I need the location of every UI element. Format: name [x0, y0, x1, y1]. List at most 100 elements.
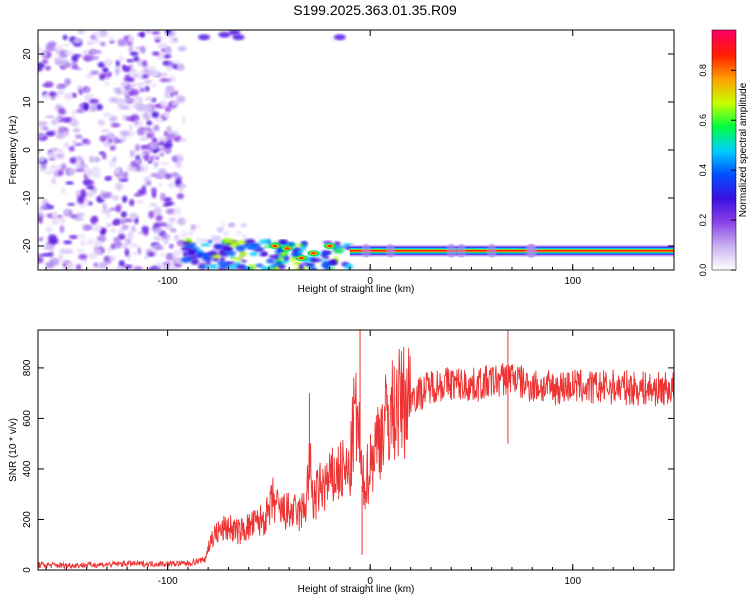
- edge-blob: [198, 34, 211, 41]
- noise-blob: [59, 225, 65, 234]
- snr-axes: -100 0 100 0 200 400 600 800: [22, 330, 675, 587]
- noise-blob: [123, 67, 131, 73]
- colorbar: 0.0 0.2 0.4 0.6 0.8 Normalized spectral ampl…: [698, 29, 749, 277]
- onset-blob: [333, 241, 341, 246]
- colorbar-segment: [712, 254, 736, 257]
- colorbar-segment: [712, 82, 736, 85]
- noise-blob: [109, 227, 117, 233]
- colorbar-segment: [712, 214, 736, 217]
- onset-blob: [190, 258, 199, 265]
- noise-blob: [40, 205, 50, 210]
- noise-blob: [150, 156, 155, 161]
- noise-blob: [175, 160, 182, 169]
- noise-blob: [154, 245, 164, 251]
- noise-blob: [166, 253, 173, 257]
- noise-blob: [115, 182, 123, 191]
- noise-blob: [151, 83, 157, 88]
- colorbar-segment: [712, 156, 736, 159]
- noise-blob: [57, 44, 63, 51]
- noise-blob: [99, 41, 106, 47]
- noise-blob: [63, 240, 73, 245]
- colorbar-segment: [712, 112, 736, 115]
- snr-point: [126, 563, 128, 565]
- noise-blob: [129, 212, 138, 221]
- noise-blob: [78, 89, 84, 96]
- colorbar-segment: [712, 30, 736, 33]
- noise-blob: [114, 167, 122, 175]
- noise-blob: [151, 111, 160, 119]
- noise-blob: [134, 158, 143, 165]
- noise-blob: [159, 78, 169, 83]
- band-bulge: [527, 243, 538, 258]
- spectrogram-y-tick-label: 0: [22, 147, 33, 153]
- noise-blob: [40, 167, 46, 172]
- snr-point: [268, 513, 270, 516]
- noise-blob: [51, 210, 59, 219]
- noise-blob: [83, 54, 93, 62]
- onset-blob: [201, 255, 212, 261]
- noise-blob: [42, 252, 53, 257]
- noise-blob: [153, 161, 159, 168]
- noise-blob: [91, 166, 101, 174]
- noise-blob: [88, 253, 98, 260]
- edge-blob: [232, 34, 245, 41]
- colorbar-segment: [712, 200, 736, 203]
- noise-blob: [176, 193, 185, 200]
- colorbar-segment: [712, 54, 736, 57]
- colorbar-segment: [712, 136, 736, 139]
- noise-blob: [98, 261, 108, 268]
- noise-blob: [74, 134, 83, 139]
- colorbar-segment: [712, 172, 736, 175]
- noise-blob: [165, 30, 172, 34]
- onset-blob: [275, 261, 283, 266]
- colorbar-tick-label: 0.0: [698, 264, 708, 277]
- noise-blob: [59, 217, 65, 223]
- onset-blob: [323, 256, 330, 260]
- noise-blob: [120, 136, 127, 142]
- noise-blob: [89, 34, 97, 40]
- noise-blob: [78, 253, 88, 260]
- colorbar-segment: [712, 80, 736, 83]
- transition-blob: [180, 231, 188, 238]
- noise-blob: [120, 90, 130, 96]
- onset-blob: [344, 263, 354, 270]
- hotspot-core: [298, 257, 304, 259]
- noise-blob: [99, 135, 107, 142]
- colorbar-segment: [712, 194, 736, 197]
- snr-point: [361, 486, 363, 488]
- noise-blob: [169, 75, 176, 83]
- noise-blob: [107, 246, 112, 253]
- noise-blob: [153, 226, 163, 235]
- noise-blob: [171, 101, 179, 107]
- noise-blob: [38, 62, 45, 69]
- snr-point: [278, 511, 280, 513]
- colorbar-segment: [712, 188, 736, 191]
- noise-blob: [106, 223, 112, 227]
- snr-point: [298, 513, 300, 516]
- noise-blob: [65, 181, 74, 185]
- noise-blob: [148, 65, 156, 71]
- colorbar-segment: [712, 152, 736, 155]
- noise-blob: [42, 126, 49, 131]
- onset-blob: [220, 256, 225, 263]
- colorbar-segment: [712, 232, 736, 235]
- noise-blob: [111, 195, 120, 201]
- onset-blob: [186, 250, 195, 257]
- noise-blob: [82, 50, 89, 54]
- noise-blob: [87, 41, 94, 46]
- noise-blob: [109, 40, 115, 44]
- noise-blob: [169, 243, 174, 249]
- colorbar-segment: [712, 88, 736, 91]
- onset-blob: [201, 265, 213, 268]
- snr-point: [227, 526, 229, 528]
- colorbar-segment: [712, 262, 736, 265]
- snr-point: [272, 498, 274, 500]
- noise-blob: [56, 117, 63, 121]
- noise-blob: [146, 120, 153, 126]
- onset-blob: [224, 251, 237, 256]
- snr-y-tick-label: 600: [22, 410, 33, 427]
- noise-blob: [124, 218, 133, 223]
- snr-panel: -100 0 100 0 200 400 600 800 Height of straight…: [8, 329, 675, 595]
- colorbar-segment: [712, 176, 736, 179]
